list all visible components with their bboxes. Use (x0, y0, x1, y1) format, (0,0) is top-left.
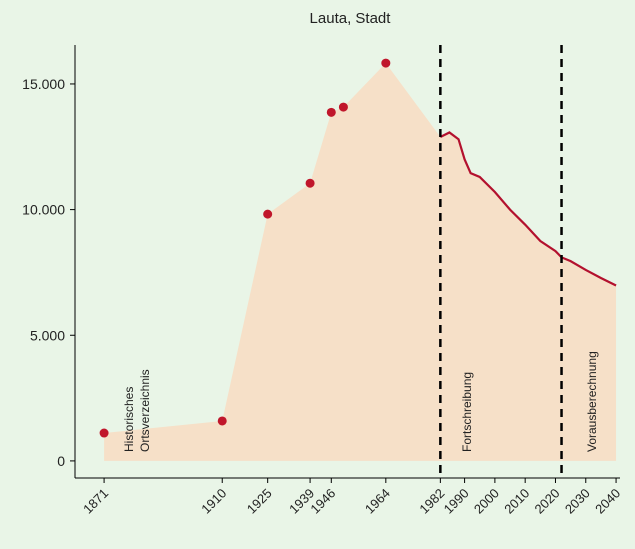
annotation: Vorausberechnung (585, 351, 599, 452)
annotation: Fortschreibung (460, 372, 474, 452)
y-tick-label: 15.000 (22, 76, 65, 92)
chart-title: Lauta, Stadt (310, 10, 392, 27)
point (99, 428, 109, 438)
annotation-line: Fortschreibung (460, 372, 474, 452)
annotation-line: Ortsverzeichnis (138, 369, 152, 452)
annotation-line: Historisches (122, 387, 136, 452)
point (263, 209, 273, 219)
annotation: Historisches Ortsverzeichnis (122, 369, 152, 452)
line (439, 131, 617, 287)
point (381, 58, 391, 68)
area (104, 63, 617, 461)
point (305, 178, 315, 188)
point (326, 107, 336, 117)
y-tick-label: 10.000 (22, 202, 65, 218)
point (338, 102, 348, 112)
annotation-line: Vorausberechnung (585, 351, 599, 452)
y-tick-label: 0 (57, 453, 65, 469)
y-tick-label: 5.000 (30, 327, 65, 343)
point (217, 416, 227, 426)
